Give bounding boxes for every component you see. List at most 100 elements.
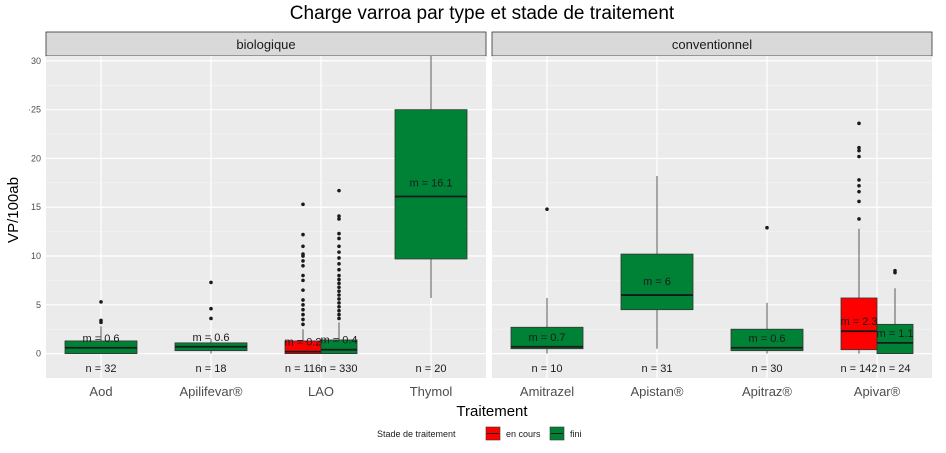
outlier-point <box>209 280 213 285</box>
box-lao-en-cours: m = 0.2 n = 116 <box>285 202 322 375</box>
legend-label: en cours <box>506 429 541 439</box>
outlier-point <box>337 236 341 241</box>
y-tick-label: 20 <box>31 153 41 163</box>
outlier-point <box>337 304 341 309</box>
outlier-point <box>99 300 103 304</box>
legend: Stade de traitement en cours fini <box>377 426 582 441</box>
x-tick-label: Apitraz® <box>742 384 792 399</box>
outlier-point <box>301 202 305 207</box>
outlier-point <box>301 303 305 307</box>
outlier-point <box>337 312 341 317</box>
outlier-point <box>301 278 305 283</box>
legend-item-en-cours: en cours <box>485 426 541 441</box>
outlier-point <box>337 188 341 193</box>
median-label: m = 0.6 <box>749 333 786 345</box>
outlier-point <box>301 273 305 278</box>
outlier-point <box>301 232 305 237</box>
legend-label: fini <box>570 429 582 439</box>
outlier-point <box>301 317 305 322</box>
y-tick-label: 30 <box>31 56 41 66</box>
outlier-point <box>857 145 861 150</box>
count-label: n = 116 <box>285 363 321 375</box>
outlier-point <box>857 121 861 126</box>
count-label: n = 10 <box>532 363 563 375</box>
x-tick-label: Aod <box>89 384 112 399</box>
facet-strip <box>45 31 487 57</box>
outlier-point <box>857 154 861 159</box>
outlier-point <box>337 244 341 249</box>
outlier-point <box>337 293 341 297</box>
median-label: m = 0.7 <box>529 332 566 344</box>
chart-title: Charge varroa par type et stade de trait… <box>290 3 675 24</box>
median-label: m = 6 <box>643 276 671 288</box>
median-label: m = 0.2 <box>285 337 322 349</box>
outlier-point <box>337 281 341 286</box>
outlier-point <box>893 268 897 273</box>
x-tick-label: Amitrazel <box>520 384 574 399</box>
outlier-point <box>301 322 305 327</box>
y-tick-label: 10 <box>31 251 41 261</box>
x-tick-label: Apistan® <box>631 384 684 399</box>
box-iqr <box>620 253 694 311</box>
panel-conventionnel: conventionnel Amitrazel Apistan® Apitraz® Ap… <box>491 31 933 399</box>
count-label: n = 20 <box>416 363 447 375</box>
outlier-point <box>337 267 341 272</box>
outlier-point <box>209 316 213 321</box>
median-label: m = 1.1 <box>877 328 914 340</box>
median-label: m = 16.1 <box>409 178 452 190</box>
count-label: n = 30 <box>752 363 783 375</box>
outlier-point <box>337 217 341 221</box>
facet-label: biologique <box>236 37 295 52</box>
outlier-point <box>337 285 341 290</box>
outlier-point <box>857 199 861 204</box>
outlier-point <box>857 217 861 221</box>
y-tick-label: 5 <box>36 300 41 310</box>
box-apilifevar-fini: m = 0.6 n = 18 <box>174 280 248 375</box>
count-label: n = 32 <box>86 363 117 375</box>
outlier-point <box>337 289 341 293</box>
outlier-point <box>99 318 103 323</box>
median-label: m = 0.6 <box>193 332 230 344</box>
x-tick-label: Apilifevar® <box>179 384 242 399</box>
outlier-point <box>545 207 549 211</box>
outlier-point <box>301 252 305 256</box>
outlier-point <box>337 297 341 301</box>
x-tick-label: Apivar® <box>854 384 901 399</box>
outlier-point <box>337 273 341 278</box>
outlier-point <box>301 298 305 302</box>
outlier-point <box>209 306 213 311</box>
outlier-point <box>857 189 861 194</box>
outlier-point <box>337 316 341 321</box>
box-iqr <box>394 109 468 260</box>
outlier-point <box>337 250 341 254</box>
box-amitrazel-fini: m = 0.7 n = 10 <box>510 207 584 375</box>
count-label: n = 142 <box>840 363 877 375</box>
box-iqr <box>510 326 584 350</box>
outlier-point <box>301 259 305 263</box>
legend-title: Stade de traitement <box>377 429 456 439</box>
y-tick-label: 15 <box>31 202 41 212</box>
outlier-point <box>301 263 305 268</box>
count-label: n = 31 <box>642 363 673 375</box>
x-axis-label: Traitement <box>456 403 528 420</box>
count-label: n = 24 <box>880 363 911 375</box>
box-apistan-fini: m = 6 n = 31 <box>620 176 694 375</box>
box-thymol-fini: m = 16.1 n = 20 <box>394 56 468 375</box>
box-iqr <box>730 328 804 352</box>
outlier-point <box>765 225 769 230</box>
count-label: n = 18 <box>196 363 227 375</box>
count-label: n = 330 <box>320 363 357 375</box>
outlier-point <box>337 301 341 305</box>
panels: 0 5 10 15 20 ·25 30 biologique Aod Apilifevar® LAO… <box>28 31 933 399</box>
x-tick-label: Thymol <box>410 384 453 399</box>
median-label: m = 0.4 <box>321 335 358 347</box>
outlier-point <box>301 307 305 312</box>
box-iqr <box>840 297 878 351</box>
outlier-point <box>857 178 861 182</box>
outlier-point <box>337 214 341 218</box>
y-tick-label: ·25 <box>28 105 41 115</box>
facet-strip <box>491 31 933 57</box>
outlier-point <box>337 277 341 282</box>
facet-label: conventionnel <box>672 37 752 52</box>
